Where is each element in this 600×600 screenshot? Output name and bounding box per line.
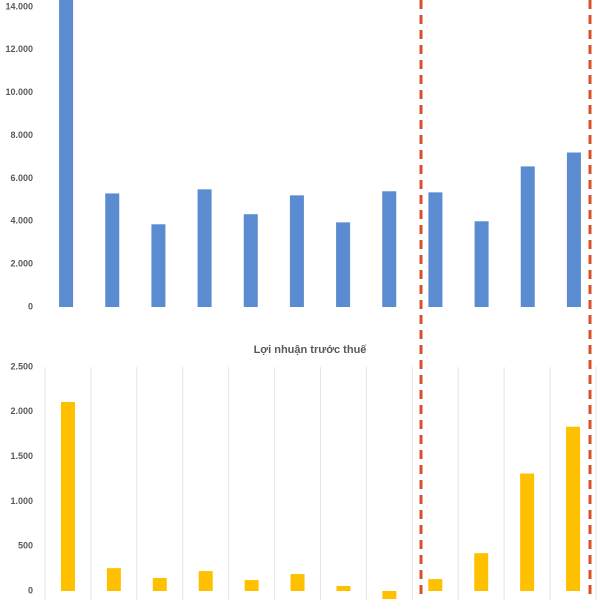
bar xyxy=(60,401,75,591)
y-tick-label: 6.000 xyxy=(10,173,33,183)
y-tick-label: 12.000 xyxy=(5,44,33,54)
y-tick-label: 1.500 xyxy=(10,451,33,461)
bar xyxy=(520,166,535,307)
bar xyxy=(289,195,304,307)
bar xyxy=(106,568,121,591)
bar xyxy=(382,191,397,307)
bar xyxy=(105,193,120,307)
bar xyxy=(151,224,166,307)
y-tick-label: 14.000 xyxy=(5,1,33,11)
bar xyxy=(566,426,581,591)
bar xyxy=(474,221,489,307)
bar xyxy=(382,591,397,600)
y-tick-label: 0 xyxy=(28,301,33,311)
y-tick-label: 1.000 xyxy=(10,496,33,506)
bar xyxy=(336,222,351,307)
bar xyxy=(290,574,305,591)
y-tick-label: 2.000 xyxy=(10,259,33,269)
bar xyxy=(59,0,74,308)
bar xyxy=(566,152,581,307)
bar xyxy=(244,580,259,591)
bar xyxy=(428,579,443,591)
y-tick-label: 8.000 xyxy=(10,130,33,140)
bar xyxy=(474,553,489,591)
bar xyxy=(152,578,167,591)
bar xyxy=(198,571,213,591)
y-tick-label: 10.000 xyxy=(5,87,33,97)
chart-title: Lợi nhuận trước thuế xyxy=(254,344,368,356)
bar xyxy=(243,214,258,307)
y-tick-label: 2.000 xyxy=(10,406,33,416)
bar xyxy=(336,585,351,591)
y-tick-label: 500 xyxy=(18,541,33,551)
bar xyxy=(197,189,212,307)
y-tick-label: 4.000 xyxy=(10,216,33,226)
y-tick-label: 0 xyxy=(28,585,33,595)
y-tick-label: 2.500 xyxy=(10,361,33,371)
bar xyxy=(520,473,535,591)
bar xyxy=(428,192,443,307)
